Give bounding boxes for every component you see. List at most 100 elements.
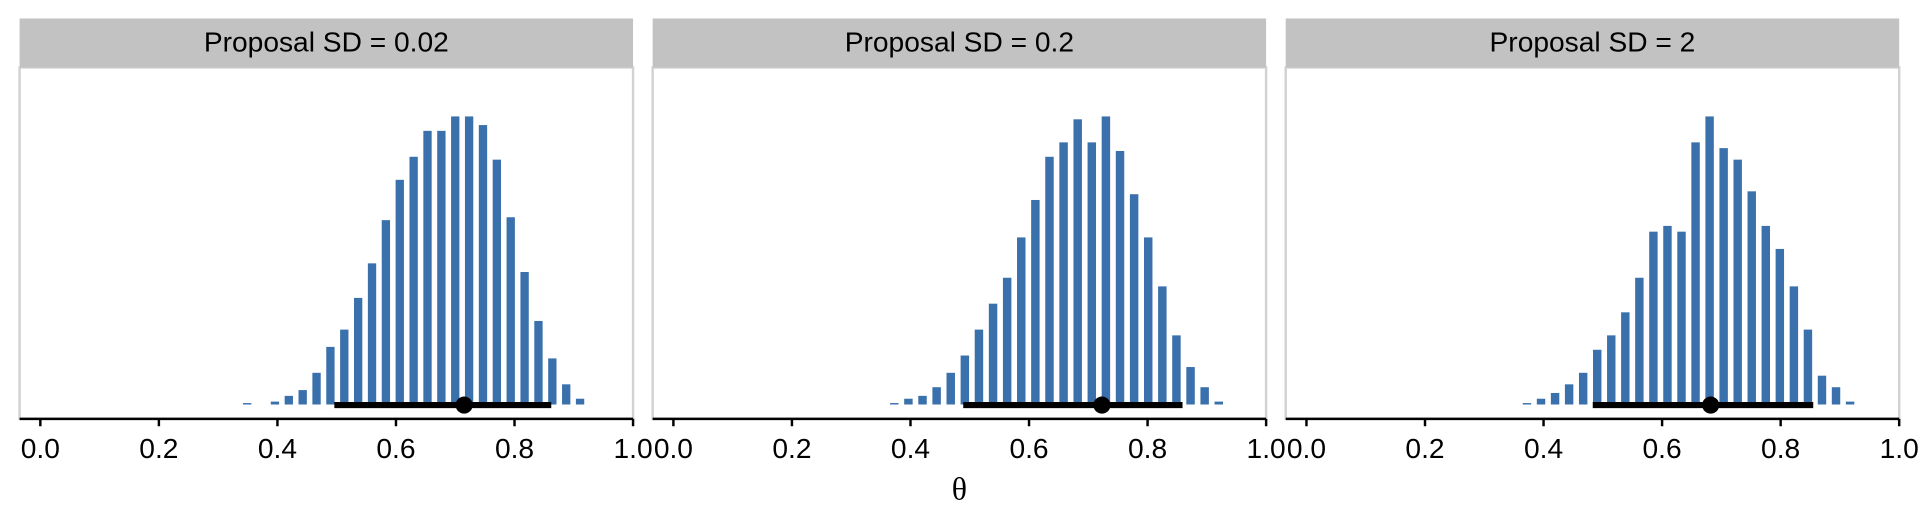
x-tick-label: 0.4 (1524, 433, 1563, 464)
point-estimate (1702, 396, 1720, 414)
bar (1677, 231, 1686, 405)
bar (1578, 372, 1588, 405)
x-axis-label: θ (952, 472, 967, 507)
x-tick-label: 0.6 (1643, 433, 1682, 464)
bar (960, 355, 970, 405)
x-tick-label: 0.6 (376, 433, 415, 464)
bar (1158, 286, 1167, 405)
bar (506, 217, 515, 405)
panel-title: Proposal SD = 0.02 (204, 27, 449, 58)
bar (988, 303, 998, 405)
bar (423, 130, 432, 405)
bar (1017, 237, 1026, 405)
bar (1101, 116, 1111, 405)
bar (1536, 398, 1546, 405)
bar (1831, 387, 1841, 405)
bar (1087, 142, 1097, 405)
bar (1775, 248, 1785, 405)
x-tick-label: 1.0 (1247, 433, 1286, 464)
bar (312, 372, 321, 405)
bar (298, 390, 307, 405)
strip (1285, 18, 1900, 68)
x-tick-label: 0.4 (258, 433, 297, 464)
x-tick-label: 0.2 (1405, 433, 1444, 464)
bar (395, 179, 404, 405)
bar (1002, 277, 1012, 405)
bar (1761, 225, 1771, 405)
bar (1522, 403, 1532, 405)
bar (562, 384, 571, 405)
bar (1607, 335, 1616, 405)
bar (1621, 312, 1630, 405)
bar (1593, 349, 1602, 405)
x-tick-label: 0.0 (1287, 433, 1326, 464)
strip (652, 18, 1267, 68)
bar (381, 220, 391, 405)
bar (284, 395, 293, 405)
x-tick-label: 0.8 (495, 433, 534, 464)
bar (478, 125, 488, 405)
bar (1803, 329, 1813, 405)
x-tick-label: 0.6 (1009, 433, 1048, 464)
bar (1172, 335, 1181, 405)
bar (1129, 194, 1139, 405)
bar (492, 159, 502, 405)
bar (890, 403, 899, 405)
x-tick-label: 0.0 (654, 433, 693, 464)
point-estimate (455, 396, 473, 414)
x-tick-label: 1.0 (613, 433, 652, 464)
bar (1115, 151, 1125, 405)
bar (520, 271, 529, 405)
x-tick-label: 0.8 (1761, 433, 1800, 464)
bar (1691, 142, 1700, 405)
bar (270, 401, 280, 405)
bar (1635, 277, 1644, 405)
bar (1719, 148, 1728, 405)
bar (575, 398, 585, 405)
bar (1214, 401, 1223, 405)
bar (1845, 401, 1855, 405)
bar (548, 358, 557, 405)
bar (1663, 225, 1672, 405)
bar (904, 398, 913, 405)
bar (367, 263, 377, 405)
bar (1186, 367, 1195, 405)
bar (464, 116, 474, 405)
bar (1789, 286, 1799, 405)
bar (1733, 159, 1742, 405)
bar (1817, 375, 1827, 405)
bar (918, 395, 927, 405)
bar (437, 130, 446, 405)
bar (1705, 116, 1714, 405)
strip (19, 18, 634, 68)
bar (1550, 392, 1560, 405)
bar (932, 387, 941, 405)
bar (1200, 387, 1209, 405)
bar (243, 403, 252, 405)
bar (1649, 231, 1658, 405)
bar (1031, 199, 1040, 405)
x-tick-label: 0.8 (1128, 433, 1167, 464)
x-tick-label: 0.0 (21, 433, 60, 464)
bar (974, 329, 984, 405)
bar (340, 329, 349, 405)
bar (1059, 142, 1068, 405)
panel-title: Proposal SD = 2 (1490, 27, 1696, 58)
point-estimate (1093, 396, 1111, 414)
x-tick-label: 0.2 (139, 433, 178, 464)
bar (1143, 237, 1153, 405)
panel-title: Proposal SD = 0.2 (845, 27, 1074, 58)
bar (451, 116, 460, 405)
x-tick-label: 1.0 (1880, 433, 1919, 464)
bar (1073, 119, 1082, 405)
x-tick-label: 0.4 (891, 433, 930, 464)
bar (409, 156, 418, 405)
x-tick-label: 0.2 (772, 433, 811, 464)
bar (326, 346, 335, 405)
bar (353, 297, 363, 405)
bar (1564, 384, 1574, 405)
bar (946, 372, 955, 405)
bar (1045, 156, 1054, 405)
bar (534, 320, 543, 405)
